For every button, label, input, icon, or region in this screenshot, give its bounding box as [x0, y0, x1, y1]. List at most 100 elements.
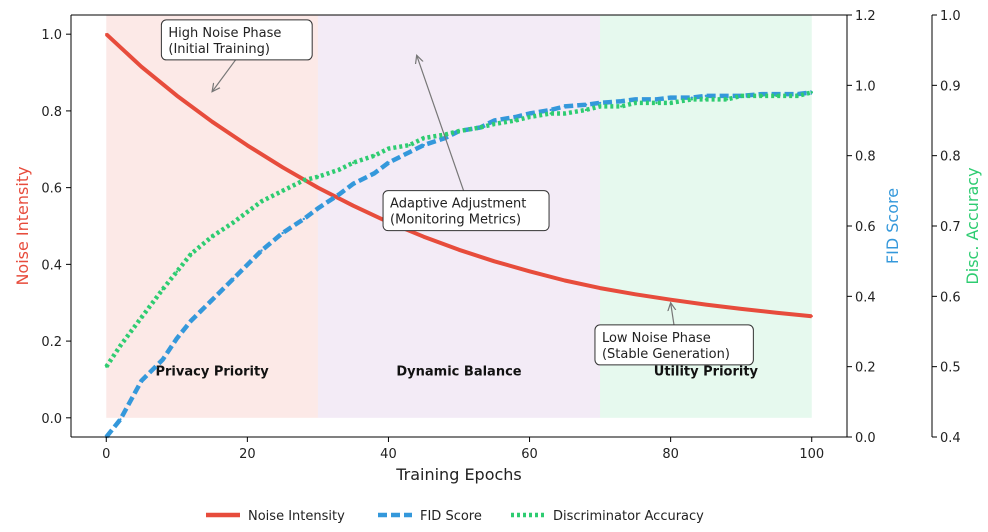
- data-point: [316, 186, 320, 189]
- data-point: [316, 207, 320, 210]
- data-point: [563, 105, 567, 108]
- x-tick-label: 40: [380, 447, 397, 462]
- annotation-text: Adaptive Adjustment: [390, 197, 526, 212]
- noise-tick-label: 0.4: [41, 258, 62, 273]
- data-point: [281, 189, 284, 193]
- fid-tick-label: 1.0: [855, 79, 876, 94]
- data-point: [175, 270, 179, 273]
- annotation-arrow: [212, 59, 237, 92]
- data-point: [563, 112, 567, 115]
- data-point: [189, 252, 193, 256]
- data-point: [690, 98, 693, 101]
- annotation-arrow: [417, 55, 465, 191]
- disc-tick-label: 0.9: [940, 79, 961, 94]
- data-point: [232, 277, 235, 280]
- data-point: [725, 94, 729, 98]
- data-point: [739, 307, 743, 311]
- fid-tick-label: 0.2: [855, 361, 876, 376]
- annotation-text: High Noise Phase: [168, 26, 281, 41]
- data-point: [620, 105, 623, 108]
- data-point: [387, 147, 390, 150]
- phase-label: Dynamic Balance: [396, 365, 521, 380]
- legend: Noise Intensity FID Score Discriminator Ac…: [206, 509, 704, 524]
- axes: 0 20 40 60 80 100 Training Epochs 0.0 0.2 0.4 0.6 0…: [13, 9, 982, 484]
- x-tick-label: 60: [521, 447, 538, 462]
- disc-tick-label: 0.8: [940, 150, 961, 165]
- x-tick-label: 80: [662, 447, 679, 462]
- data-point: [351, 204, 355, 207]
- data-point: [704, 94, 708, 98]
- data-point: [246, 144, 249, 147]
- data-point: [478, 126, 482, 129]
- data-point: [704, 303, 708, 306]
- disc-tick-label: 0.5: [940, 361, 961, 376]
- disc-tick-label: 1.0: [940, 9, 961, 24]
- fid-axis-title: FID Score: [883, 188, 902, 264]
- data-point: [655, 101, 658, 105]
- fid-tick-label: 1.2: [855, 9, 876, 24]
- disc-tick-label: 0.4: [940, 431, 961, 446]
- fid-tick-label: 0.8: [855, 150, 876, 165]
- data-point: [161, 288, 164, 291]
- data-point: [598, 286, 602, 290]
- data-point: [704, 98, 708, 101]
- data-point: [351, 182, 355, 185]
- annotation-text: (Monitoring Metrics): [390, 213, 521, 228]
- data-point: [584, 108, 588, 112]
- x-tick-label: 0: [102, 447, 110, 462]
- disc-tick-label: 0.6: [940, 290, 961, 305]
- data-point: [302, 179, 305, 182]
- data-point: [598, 101, 602, 105]
- data-point: [373, 172, 376, 175]
- x-tick-label: 20: [239, 447, 256, 462]
- data-point: [775, 311, 778, 314]
- data-point: [119, 344, 122, 347]
- data-point: [175, 94, 179, 97]
- data-point: [549, 108, 552, 112]
- data-point: [260, 249, 263, 252]
- data-point: [422, 235, 425, 238]
- data-point: [281, 166, 284, 169]
- data-point: [514, 119, 517, 122]
- data-point: [634, 293, 637, 296]
- data-point: [493, 260, 496, 263]
- data-point: [563, 279, 567, 282]
- data-point: [232, 221, 235, 224]
- annotation-box: [594, 324, 754, 366]
- annotation-box: [382, 190, 550, 232]
- data-point: [408, 143, 411, 147]
- data-point: [761, 94, 764, 98]
- disc-tick-label: 0.7: [940, 220, 961, 235]
- data-point: [634, 101, 637, 105]
- noise-tick-label: 0.0: [41, 412, 62, 427]
- series-layer: [104, 32, 813, 439]
- data-point: [775, 92, 778, 96]
- annotations: High Noise Phase(Initial Training) Adapti…: [160, 19, 754, 366]
- data-point: [528, 112, 531, 115]
- data-point: [669, 101, 672, 105]
- data-point: [669, 96, 672, 99]
- data-point: [514, 115, 517, 119]
- data-point: [810, 314, 813, 318]
- data-point: [316, 175, 320, 178]
- data-point: [493, 122, 496, 126]
- data-point: [457, 129, 461, 133]
- data-point: [351, 161, 355, 164]
- data-point: [373, 154, 376, 157]
- phase-band: [106, 15, 318, 418]
- data-point: [422, 136, 425, 140]
- x-axis-title: Training Epochs: [395, 465, 522, 484]
- data-point: [161, 358, 164, 361]
- data-point: [105, 32, 108, 36]
- data-point: [140, 65, 143, 68]
- noise-tick-label: 0.6: [41, 182, 62, 197]
- fid-tick-label: 0.6: [855, 220, 876, 235]
- data-point: [281, 231, 284, 235]
- disc-axis-title: Disc. Accuracy: [963, 167, 982, 284]
- annotation-arrow: [671, 303, 674, 326]
- data-point: [337, 193, 341, 196]
- data-point: [189, 319, 193, 323]
- data-point: [810, 91, 813, 94]
- data-point: [669, 298, 672, 301]
- data-point: [775, 94, 778, 98]
